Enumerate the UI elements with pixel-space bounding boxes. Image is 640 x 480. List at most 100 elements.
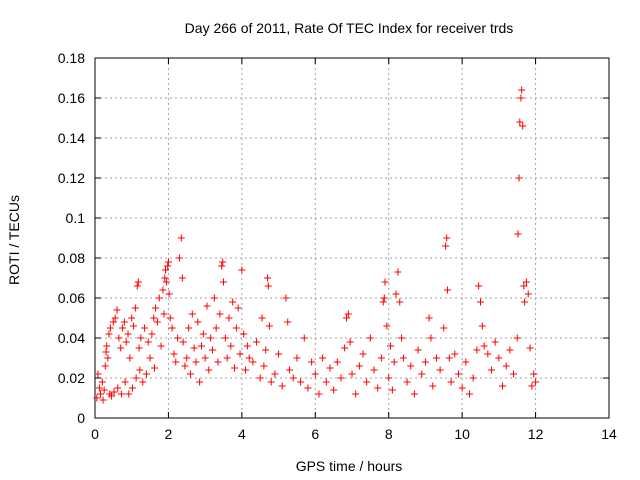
data-point <box>359 350 367 358</box>
data-point <box>398 334 406 342</box>
data-point <box>113 306 121 314</box>
data-point <box>526 344 534 352</box>
data-point <box>139 378 147 386</box>
x-tick-label: 14 <box>601 426 617 442</box>
data-point <box>186 370 194 378</box>
data-point <box>478 322 486 330</box>
data-point <box>174 334 182 342</box>
data-point <box>262 346 270 354</box>
data-point <box>506 346 514 354</box>
data-point <box>133 282 141 290</box>
data-point <box>128 314 136 322</box>
data-point <box>293 354 301 362</box>
data-point <box>443 234 451 242</box>
data-point <box>157 342 165 350</box>
data-point <box>286 366 294 374</box>
data-point <box>392 290 400 298</box>
data-point <box>522 278 530 286</box>
data-point <box>346 338 354 346</box>
data-point <box>249 358 257 366</box>
data-point <box>516 118 524 126</box>
data-point <box>97 390 105 398</box>
y-tick-label: 0.18 <box>58 50 85 66</box>
data-point <box>370 366 378 374</box>
data-point <box>322 378 330 386</box>
data-point <box>514 230 522 238</box>
data-point <box>205 366 213 374</box>
data-point <box>111 314 119 322</box>
data-point <box>271 370 279 378</box>
x-tick-label: 2 <box>165 426 173 442</box>
data-point <box>440 324 448 332</box>
data-point <box>532 378 540 386</box>
data-point <box>168 324 176 332</box>
data-point <box>216 310 224 318</box>
y-tick-label: 0.12 <box>58 170 85 186</box>
data-point <box>212 324 220 332</box>
data-point <box>153 318 161 326</box>
data-point <box>199 330 207 338</box>
data-point <box>399 354 407 362</box>
data-point <box>488 366 496 374</box>
y-tick-label: 0.04 <box>58 330 85 346</box>
data-point <box>394 268 402 276</box>
data-point <box>243 342 251 350</box>
data-point <box>148 330 156 338</box>
data-point <box>245 354 253 362</box>
data-point <box>142 370 150 378</box>
data-point <box>164 262 172 270</box>
data-point <box>355 362 363 370</box>
data-point <box>207 334 215 342</box>
data-point <box>110 388 118 396</box>
data-point <box>530 370 538 378</box>
data-point <box>190 344 198 352</box>
x-tick-label: 10 <box>454 426 470 442</box>
data-point <box>267 378 275 386</box>
data-point <box>304 384 312 392</box>
data-point <box>407 362 415 370</box>
data-point <box>326 364 334 372</box>
data-point <box>319 354 327 362</box>
x-axis-label: GPS time / hours <box>296 458 403 474</box>
data-point <box>177 234 185 242</box>
data-point <box>170 350 178 358</box>
data-point <box>197 342 205 350</box>
data-point <box>445 354 453 362</box>
data-point <box>128 384 136 392</box>
data-point <box>94 370 102 378</box>
data-point <box>390 358 398 366</box>
data-point <box>465 390 473 398</box>
data-point <box>495 354 503 362</box>
data-point <box>192 358 200 366</box>
data-point <box>114 384 122 392</box>
data-point <box>284 318 292 326</box>
y-tick-label: 0.02 <box>58 370 85 386</box>
data-point <box>528 382 536 390</box>
data-point <box>396 298 404 306</box>
data-point <box>425 314 433 322</box>
data-point <box>289 374 297 382</box>
data-point <box>117 344 125 352</box>
data-point <box>264 282 272 290</box>
data-point <box>165 290 173 298</box>
data-point <box>100 386 108 394</box>
data-point <box>429 382 437 390</box>
data-point <box>161 266 169 274</box>
data-point <box>126 354 134 362</box>
data-point <box>447 378 455 386</box>
data-point <box>515 174 523 182</box>
data-point <box>443 286 451 294</box>
data-point <box>238 266 246 274</box>
data-point <box>121 378 129 386</box>
data-point <box>442 242 450 250</box>
data-point <box>120 318 128 326</box>
data-point <box>119 324 127 332</box>
data-point <box>480 342 488 350</box>
y-tick-label: 0 <box>77 410 85 426</box>
data-point <box>208 346 216 354</box>
data-point <box>462 358 470 366</box>
data-point <box>410 390 418 398</box>
data-point <box>385 374 393 382</box>
data-point <box>282 294 290 302</box>
